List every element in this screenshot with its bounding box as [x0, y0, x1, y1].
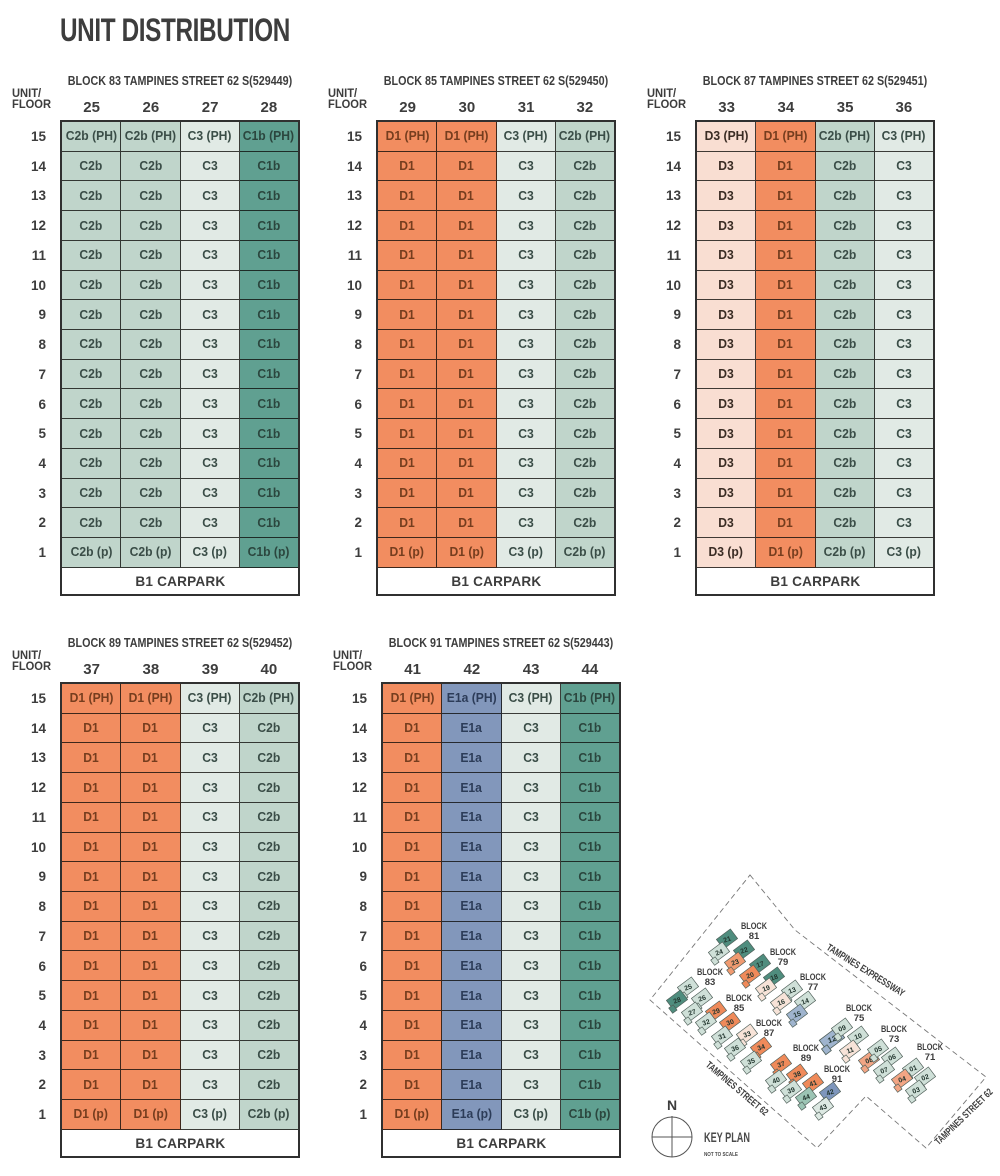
svg-text:89: 89 [801, 1053, 812, 1064]
svg-text:77: 77 [808, 982, 819, 993]
svg-text:81: 81 [749, 931, 760, 942]
svg-text:73: 73 [889, 1034, 900, 1045]
svg-text:BLOCK: BLOCK [800, 972, 826, 983]
svg-text:27: 27 [688, 1008, 698, 1017]
svg-text:BLOCK: BLOCK [846, 1003, 872, 1014]
svg-text:75: 75 [854, 1013, 865, 1024]
svg-text:02: 02 [921, 1073, 931, 1082]
svg-text:03: 03 [912, 1086, 922, 1095]
svg-text:16: 16 [777, 998, 787, 1007]
svg-text:BLOCK: BLOCK [756, 1018, 782, 1029]
svg-text:31: 31 [718, 1032, 728, 1041]
svg-text:33: 33 [743, 1030, 753, 1039]
svg-text:KEY PLAN: KEY PLAN [704, 1129, 750, 1145]
svg-text:34: 34 [757, 1043, 767, 1052]
svg-text:39: 39 [787, 1086, 797, 1095]
svg-text:30: 30 [726, 1018, 736, 1027]
svg-text:BLOCK: BLOCK [917, 1042, 943, 1053]
svg-text:BLOCK: BLOCK [793, 1043, 819, 1054]
svg-text:41: 41 [809, 1079, 819, 1088]
svg-text:NOT TO SCALE: NOT TO SCALE [704, 1152, 738, 1158]
svg-text:71: 71 [925, 1052, 936, 1063]
svg-text:38: 38 [793, 1070, 803, 1079]
svg-text:25: 25 [684, 983, 694, 992]
svg-text:79: 79 [778, 957, 789, 968]
svg-text:85: 85 [734, 1003, 745, 1014]
svg-text:TAMPINES STREET 62: TAMPINES STREET 62 [703, 1060, 770, 1119]
svg-text:BLOCK: BLOCK [726, 993, 752, 1004]
svg-text:44: 44 [802, 1093, 812, 1102]
svg-text:37: 37 [777, 1060, 787, 1069]
svg-text:05: 05 [874, 1045, 884, 1054]
svg-text:20: 20 [746, 971, 756, 980]
svg-text:28: 28 [673, 996, 683, 1005]
svg-text:07: 07 [880, 1066, 890, 1075]
svg-text:23: 23 [731, 958, 741, 967]
svg-text:36: 36 [731, 1044, 741, 1053]
svg-text:06: 06 [888, 1053, 898, 1062]
svg-text:BLOCK: BLOCK [824, 1064, 850, 1075]
svg-text:18: 18 [770, 973, 780, 982]
svg-text:BLOCK: BLOCK [881, 1024, 907, 1035]
svg-text:32: 32 [702, 1018, 712, 1027]
svg-text:11: 11 [846, 1046, 855, 1055]
svg-text:TAMPINES EXPRESSWAY: TAMPINES EXPRESSWAY [824, 942, 906, 999]
svg-text:TAMPINES STREET 62: TAMPINES STREET 62 [933, 1087, 996, 1148]
svg-text:83: 83 [705, 977, 716, 988]
svg-text:29: 29 [712, 1007, 722, 1016]
svg-text:40: 40 [772, 1076, 782, 1085]
svg-text:19: 19 [762, 984, 772, 993]
svg-text:BLOCK: BLOCK [741, 921, 767, 932]
svg-text:01: 01 [909, 1064, 919, 1073]
svg-text:22: 22 [740, 946, 750, 955]
svg-text:21: 21 [723, 935, 733, 944]
svg-text:17: 17 [756, 960, 766, 969]
svg-text:08: 08 [865, 1056, 875, 1065]
svg-text:14: 14 [801, 997, 811, 1006]
svg-text:24: 24 [715, 948, 725, 957]
svg-text:04: 04 [898, 1075, 908, 1084]
svg-text:BLOCK: BLOCK [697, 967, 723, 978]
svg-text:10: 10 [854, 1032, 864, 1041]
svg-text:91: 91 [832, 1074, 843, 1085]
svg-text:N: N [667, 1097, 677, 1113]
svg-text:09: 09 [838, 1024, 848, 1033]
svg-text:12: 12 [827, 1034, 839, 1046]
svg-text:87: 87 [764, 1028, 775, 1039]
svg-text:35: 35 [747, 1057, 757, 1066]
svg-text:43: 43 [819, 1103, 829, 1112]
svg-text:BLOCK: BLOCK [770, 947, 796, 958]
svg-text:15: 15 [793, 1010, 803, 1019]
svg-text:13: 13 [788, 986, 798, 995]
svg-text:26: 26 [698, 994, 708, 1003]
svg-text:42: 42 [826, 1088, 836, 1097]
